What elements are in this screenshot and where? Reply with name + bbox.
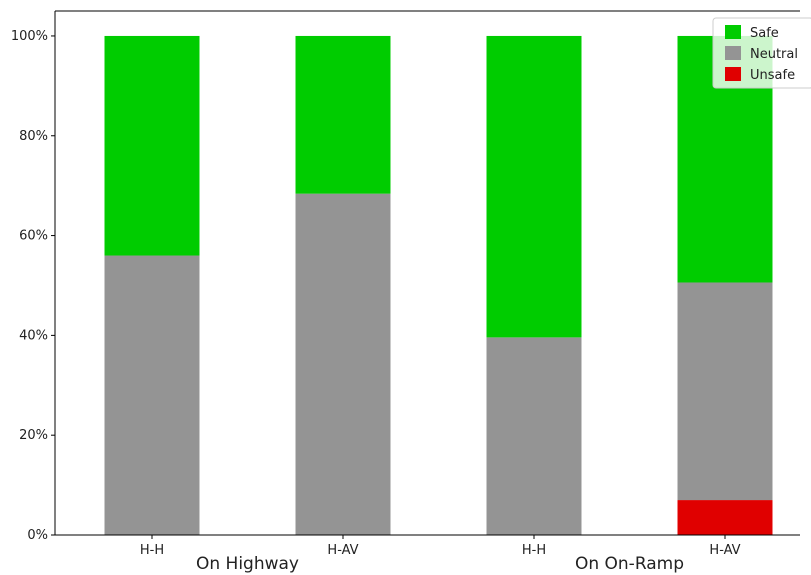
legend-label-unsafe: Unsafe [750,68,795,83]
bar-unsafe-4 [677,500,773,535]
bar-neutral-2 [295,193,391,535]
legend-swatch-safe [725,25,741,39]
y-tick-label: 60% [19,229,48,244]
x-tick-label: H-H [140,543,164,558]
group-label: On Highway [196,554,299,574]
legend-label-safe: Safe [750,26,779,41]
bar-neutral-3 [486,337,582,535]
y-tick-label: 40% [19,328,48,343]
x-tick-label: H-AV [327,543,358,558]
bar-safe-1 [104,35,200,256]
bars-layer [104,35,773,536]
bar-neutral-1 [104,255,200,536]
bar-safe-2 [295,35,391,194]
bar-neutral-4 [677,282,773,501]
axes-layer: 0% 20% 40% 60% 80% 100% H-H H-AV H-H H-AV On Highw… [11,10,800,574]
y-tick-label: 0% [27,528,48,543]
legend-label-neutral: Neutral [750,47,798,62]
x-tick-label: H-AV [709,543,740,558]
legend: Safe Neutral Unsafe [712,17,811,89]
group-label: On On-Ramp [575,554,684,574]
x-tick-label: H-H [522,543,546,558]
legend-swatch-unsafe [725,67,741,81]
y-tick-label: 20% [19,428,48,443]
y-tick-label: 80% [19,129,48,144]
legend-swatch-neutral [725,46,741,60]
bar-safe-3 [486,35,582,338]
y-tick-label: 100% [11,29,48,44]
